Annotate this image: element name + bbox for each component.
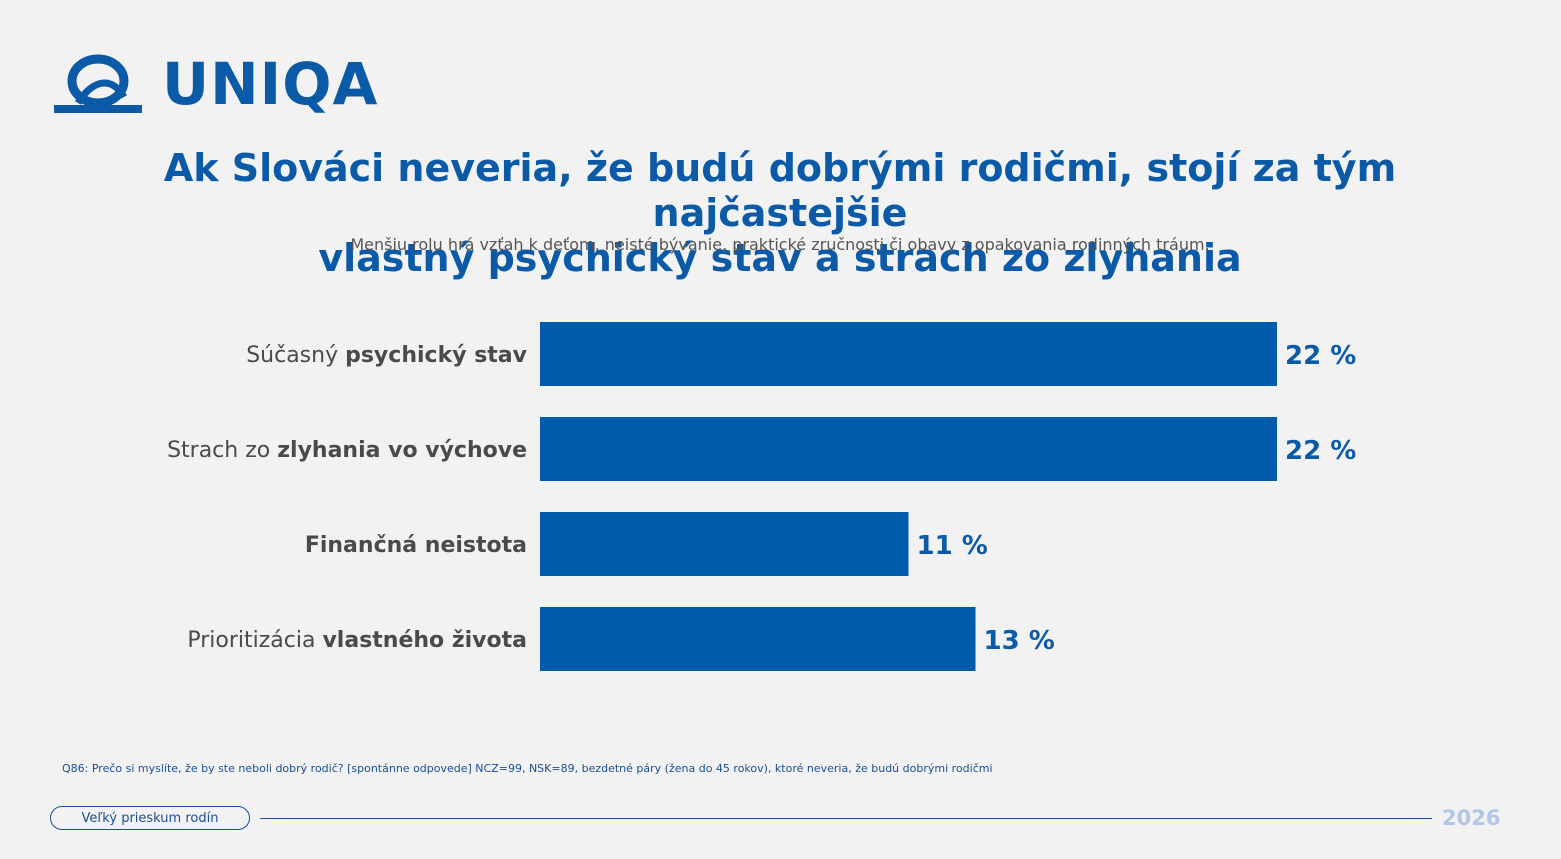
value-label-0: 22 % (1285, 341, 1356, 371)
page-subtitle: Menšiu rolu hrá vzťah k deťom, neisté bý… (350, 235, 1210, 254)
category-label-plain: Súčasný (246, 343, 345, 368)
category-label-bold: vlastného života (322, 628, 527, 653)
category-label-bold: zlyhania vo výchove (277, 438, 527, 463)
category-label-plain: Strach zo (167, 438, 277, 463)
bar-0 (540, 322, 1277, 386)
value-label-1: 22 % (1285, 436, 1356, 466)
footer-year: 2026 (1442, 806, 1501, 830)
bar-2 (540, 512, 909, 576)
uniqa-logo: UNIQA (50, 52, 378, 116)
brand-name: UNIQA (162, 50, 379, 118)
category-label-0: Súčasný psychický stav (246, 343, 527, 368)
category-label-bold: psychický stav (345, 343, 528, 368)
title-line-2: vlastný psychický stav a strach zo zlyha… (318, 236, 1242, 280)
bar-3 (540, 607, 976, 671)
category-label-2: Finančná neistota (305, 533, 527, 558)
footer-divider (260, 818, 1432, 819)
bar-chart: Súčasný psychický stav 22 % Strach zo zlyh… (167, 322, 1356, 671)
footnote: Q86: Prečo si myslíte, že by ste neboli … (62, 762, 993, 775)
category-label-1: Strach zo zlyhania vo výchove (167, 438, 527, 463)
value-label-2: 11 % (917, 531, 988, 561)
page-title: Ak Slováci neveria, že budú dobrými rodi… (40, 146, 1520, 281)
category-label-bold: Finančná neistota (305, 533, 527, 558)
category-label-plain: Prioritizácia (187, 628, 322, 653)
uniqa-logo-icon (54, 54, 142, 113)
title-line-1: Ak Slováci neveria, že budú dobrými rodi… (163, 146, 1397, 235)
value-label-3: 13 % (984, 626, 1055, 656)
bar-1 (540, 417, 1277, 481)
category-label-3: Prioritizácia vlastného života (187, 628, 527, 653)
survey-label-pill[interactable]: Veľký prieskum rodín (50, 806, 250, 830)
